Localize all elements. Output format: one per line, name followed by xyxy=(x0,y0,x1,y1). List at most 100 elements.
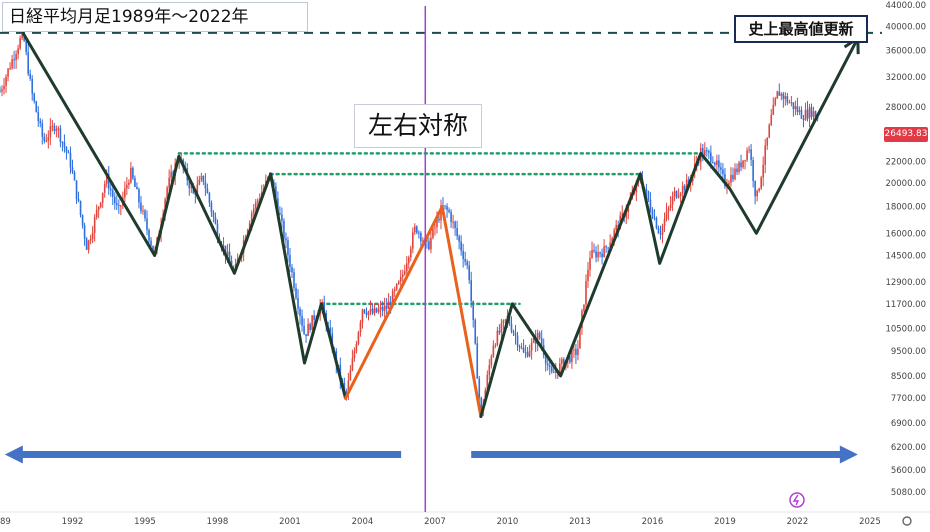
candle-body xyxy=(63,142,66,148)
candle-body xyxy=(101,192,104,203)
candle-body xyxy=(504,319,507,321)
candle-body xyxy=(718,160,720,168)
candle-body xyxy=(752,159,754,181)
candle-body xyxy=(738,162,740,173)
candle-body xyxy=(29,73,32,79)
candle-body xyxy=(9,68,11,70)
y-tick-label: 10500.00 xyxy=(885,324,926,334)
lightning-bolt-icon xyxy=(792,494,800,506)
candle-body xyxy=(764,145,767,165)
candle-body xyxy=(554,371,557,373)
candle-body xyxy=(178,161,181,164)
candle-body xyxy=(385,305,388,309)
y-tick-label: 6900.00 xyxy=(891,419,926,429)
candle-body xyxy=(559,363,561,374)
candle-body xyxy=(107,174,110,189)
candle-body xyxy=(428,241,430,250)
candle-body xyxy=(120,205,122,207)
candle-body xyxy=(289,255,291,268)
candle-body xyxy=(444,205,446,207)
candle-body xyxy=(552,371,555,373)
candle-body xyxy=(301,315,303,326)
candle-body xyxy=(355,344,358,352)
candle-body xyxy=(663,219,666,226)
x-tick-label: 2010 xyxy=(497,517,519,527)
candle-body xyxy=(550,366,553,372)
candle-body xyxy=(118,205,120,207)
candle-body xyxy=(49,126,52,138)
candle-body xyxy=(397,281,400,284)
candle-body xyxy=(422,240,424,242)
chart-title: 日経平均月足1989年～2022年 xyxy=(2,2,308,32)
candle-body xyxy=(140,202,142,212)
candle-body xyxy=(214,216,217,224)
candle-body xyxy=(762,164,764,178)
candle-body xyxy=(47,137,50,141)
candle-body xyxy=(57,128,60,130)
candle-body xyxy=(653,217,656,219)
candle-body xyxy=(514,332,517,336)
candle-body xyxy=(0,91,1,93)
candle-body xyxy=(91,232,94,240)
candle-body xyxy=(329,327,332,334)
candle-body xyxy=(438,218,440,221)
candle-body xyxy=(540,338,543,346)
candle-body xyxy=(190,186,193,189)
candle-body xyxy=(526,352,529,357)
candle-body xyxy=(307,324,309,337)
candle-body xyxy=(27,52,29,74)
candle-body xyxy=(778,91,781,96)
lightning-icon xyxy=(789,492,805,508)
x-tick-label: 2025 xyxy=(859,517,881,527)
candle-body xyxy=(740,162,742,168)
candle-body xyxy=(124,188,126,198)
zigzag-right-line xyxy=(479,36,860,419)
candle-body xyxy=(768,124,771,138)
x-tick-label: 2019 xyxy=(714,517,736,527)
candle-body xyxy=(748,149,750,151)
candle-body xyxy=(615,224,617,231)
candle-body xyxy=(673,191,676,197)
candle-body xyxy=(669,204,672,208)
candle-body xyxy=(216,223,219,239)
zigzag-left-line xyxy=(21,31,348,400)
candle-body xyxy=(281,214,283,221)
y-tick-label: 18000.00 xyxy=(885,203,926,213)
candle-body xyxy=(812,111,815,117)
candle-body xyxy=(464,259,466,262)
candle-body xyxy=(71,167,74,172)
candle-body xyxy=(381,307,384,312)
candle-body xyxy=(436,218,438,228)
candle-body xyxy=(746,150,748,161)
candle-body xyxy=(53,125,56,131)
candle-body xyxy=(25,40,27,53)
candle-body xyxy=(605,246,607,248)
candle-body xyxy=(89,239,92,241)
candle-body xyxy=(168,177,170,188)
y-tick-label: 6200.00 xyxy=(891,443,926,453)
candle-body xyxy=(69,152,72,168)
candle-body xyxy=(814,111,817,118)
candle-body xyxy=(105,174,108,184)
x-tick-label: 2001 xyxy=(279,517,301,527)
candle-body xyxy=(603,246,605,258)
candle-body xyxy=(13,59,15,61)
candle-body xyxy=(609,242,611,248)
candle-body xyxy=(601,253,603,258)
candle-body xyxy=(303,325,305,334)
candle-body xyxy=(806,109,809,119)
candle-body xyxy=(432,228,434,238)
candle-body xyxy=(800,110,803,119)
candle-body xyxy=(798,110,801,112)
candle-body xyxy=(498,330,501,333)
candle-body xyxy=(583,304,585,312)
candle-body xyxy=(671,196,674,205)
candle-body xyxy=(703,150,706,156)
candle-body xyxy=(716,160,718,165)
candle-body xyxy=(228,251,231,262)
candle-body xyxy=(516,335,519,346)
y-tick-label: 20000.00 xyxy=(885,179,926,189)
candle-body xyxy=(407,257,410,264)
candle-body xyxy=(148,229,150,241)
